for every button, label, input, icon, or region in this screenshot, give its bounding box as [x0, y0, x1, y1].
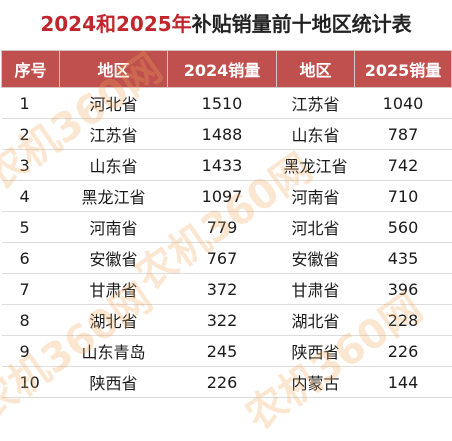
cell-region-2024: 陕西省	[59, 366, 168, 398]
cell-rank: 10	[1, 366, 60, 398]
cell-rank: 9	[1, 335, 60, 367]
cell-sales-2024: 1510	[167, 87, 277, 119]
cell-region-2025: 江苏省	[276, 87, 355, 119]
cell-sales-2025: 435	[354, 242, 452, 274]
table-header-row: 序号 地区 2024销量 地区 2025销量	[1, 50, 452, 88]
cell-sales-2024: 1488	[167, 118, 277, 150]
header-sales-2025: 2025销量	[354, 50, 452, 88]
cell-region-2025: 内蒙古	[276, 366, 355, 398]
cell-rank: 6	[1, 242, 60, 274]
cell-sales-2024: 226	[167, 366, 277, 398]
title-years: 2024和2025年	[40, 11, 192, 36]
cell-region-2024: 湖北省	[59, 304, 168, 336]
table-row: 9 山东青岛 245 陕西省 226	[1, 335, 452, 367]
cell-region-2025: 河北省	[276, 211, 355, 243]
cell-sales-2025: 560	[354, 211, 452, 243]
cell-region-2024: 河南省	[59, 211, 168, 243]
cell-sales-2025: 226	[354, 335, 452, 367]
cell-sales-2024: 322	[167, 304, 277, 336]
sales-table: 序号 地区 2024销量 地区 2025销量 1 河北省 1510 江苏省 1040 2 江…	[1, 50, 452, 398]
cell-region-2024: 河北省	[59, 87, 168, 119]
cell-rank: 1	[1, 87, 60, 119]
header-rank: 序号	[1, 50, 60, 88]
cell-sales-2025: 396	[354, 273, 452, 305]
cell-sales-2024: 372	[167, 273, 277, 305]
table-row: 3 山东省 1433 黑龙江省 742	[1, 149, 452, 181]
page-title: 2024和2025年 补贴销量前十地区统计表	[0, 0, 452, 44]
header-sales-2024: 2024销量	[167, 50, 277, 88]
cell-region-2025: 山东省	[276, 118, 355, 150]
cell-region-2024: 黑龙江省	[59, 180, 168, 212]
header-region-2024: 地区	[59, 50, 168, 88]
cell-region-2024: 山东青岛	[59, 335, 168, 367]
cell-sales-2025: 228	[354, 304, 452, 336]
cell-sales-2025: 787	[354, 118, 452, 150]
cell-sales-2025: 710	[354, 180, 452, 212]
table-row: 1 河北省 1510 江苏省 1040	[1, 87, 452, 119]
cell-region-2024: 江苏省	[59, 118, 168, 150]
cell-region-2025: 黑龙江省	[276, 149, 355, 181]
cell-sales-2024: 1097	[167, 180, 277, 212]
cell-region-2025: 陕西省	[276, 335, 355, 367]
table-row: 5 河南省 779 河北省 560	[1, 211, 452, 243]
table-row: 7 甘肃省 372 甘肃省 396	[1, 273, 452, 305]
cell-rank: 2	[1, 118, 60, 150]
cell-sales-2024: 245	[167, 335, 277, 367]
table-row: 2 江苏省 1488 山东省 787	[1, 118, 452, 150]
cell-rank: 8	[1, 304, 60, 336]
table-row: 8 湖北省 322 湖北省 228	[1, 304, 452, 336]
table-row: 4 黑龙江省 1097 河南省 710	[1, 180, 452, 212]
cell-rank: 5	[1, 211, 60, 243]
cell-sales-2025: 144	[354, 366, 452, 398]
cell-sales-2024: 1433	[167, 149, 277, 181]
cell-rank: 7	[1, 273, 60, 305]
cell-sales-2024: 767	[167, 242, 277, 274]
cell-sales-2025: 742	[354, 149, 452, 181]
cell-region-2025: 甘肃省	[276, 273, 355, 305]
title-text: 补贴销量前十地区统计表	[191, 11, 412, 36]
cell-region-2025: 湖北省	[276, 304, 355, 336]
cell-rank: 4	[1, 180, 60, 212]
cell-region-2024: 安徽省	[59, 242, 168, 274]
cell-region-2024: 山东省	[59, 149, 168, 181]
cell-rank: 3	[1, 149, 60, 181]
cell-sales-2025: 1040	[354, 87, 452, 119]
cell-sales-2024: 779	[167, 211, 277, 243]
header-region-2025: 地区	[276, 50, 355, 88]
table-row: 10 陕西省 226 内蒙古 144	[1, 366, 452, 398]
table-row: 6 安徽省 767 安徽省 435	[1, 242, 452, 274]
cell-region-2025: 河南省	[276, 180, 355, 212]
cell-region-2024: 甘肃省	[59, 273, 168, 305]
cell-region-2025: 安徽省	[276, 242, 355, 274]
